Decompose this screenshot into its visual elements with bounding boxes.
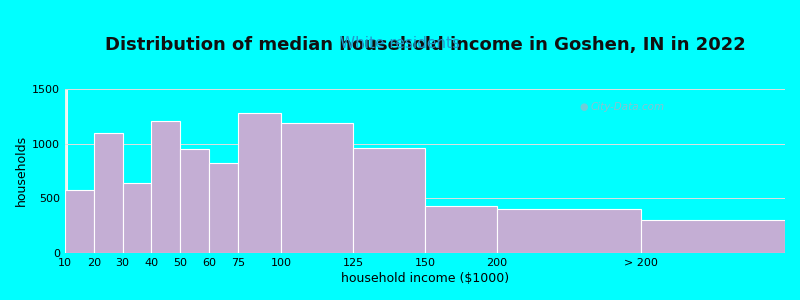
Bar: [353, 148, 425, 253]
Bar: [238, 113, 281, 253]
Bar: [180, 149, 209, 253]
Bar: [425, 206, 497, 253]
Bar: [209, 163, 238, 253]
Bar: [122, 183, 151, 253]
Bar: [497, 209, 641, 253]
Title: Distribution of median household income in Goshen, IN in 2022: Distribution of median household income …: [105, 36, 746, 54]
X-axis label: household income ($1000): household income ($1000): [341, 272, 509, 285]
Text: White residents: White residents: [340, 36, 460, 51]
Text: ●: ●: [580, 102, 588, 112]
Bar: [641, 220, 785, 253]
Bar: [151, 121, 180, 253]
Bar: [94, 133, 122, 253]
Text: City-Data.com: City-Data.com: [590, 102, 665, 112]
Bar: [65, 190, 94, 253]
Bar: [281, 123, 353, 253]
Y-axis label: households: households: [15, 135, 28, 206]
